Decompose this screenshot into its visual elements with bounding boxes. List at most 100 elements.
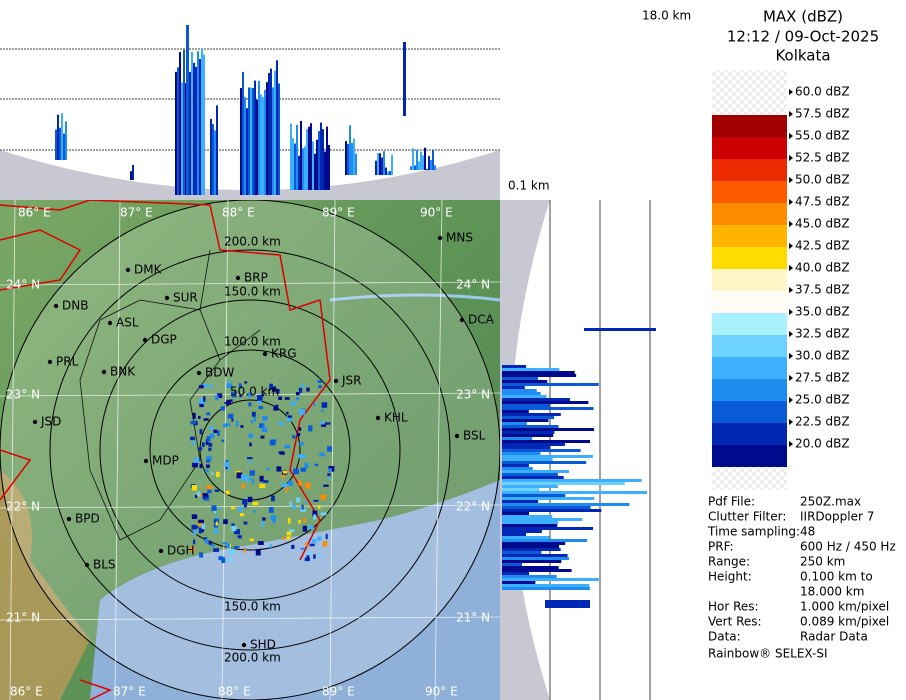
- echo: [387, 171, 389, 175]
- echo: [248, 433, 254, 438]
- echo: [502, 443, 565, 446]
- echo: [502, 416, 555, 419]
- legend-tick: [789, 155, 793, 161]
- echo: [502, 485, 558, 488]
- city-label: BPD: [75, 512, 100, 526]
- echo: [379, 153, 381, 175]
- echo: [271, 495, 275, 502]
- echo: [292, 435, 296, 439]
- echo: [353, 138, 355, 175]
- legend-tick: [789, 111, 793, 117]
- echo: [317, 536, 322, 541]
- echo: [502, 539, 588, 542]
- echo: [502, 581, 536, 584]
- echo: [242, 499, 248, 505]
- echo: [266, 467, 270, 470]
- echo: [192, 441, 196, 446]
- echo: [318, 131, 320, 190]
- city-label: DGH: [167, 544, 195, 558]
- legend-tick: [789, 309, 793, 315]
- echo: [309, 543, 315, 547]
- echo: [181, 82, 183, 195]
- city-dot: [262, 351, 268, 357]
- city-label: KHL: [384, 411, 408, 425]
- echo: [208, 447, 212, 452]
- city-label: BSL: [463, 429, 486, 443]
- longitude-label: 88° E: [222, 206, 255, 220]
- map: [0, 200, 500, 700]
- echo: [502, 410, 529, 413]
- legend-label: 55.0 dBZ: [795, 129, 850, 143]
- echo: [301, 504, 304, 510]
- echo: [213, 548, 220, 552]
- legend-swatch: [712, 335, 787, 357]
- echo: [222, 541, 228, 545]
- echo: [272, 386, 277, 392]
- echo: [220, 406, 225, 411]
- echo: [304, 146, 306, 190]
- echo: [209, 384, 213, 388]
- echo: [325, 533, 328, 540]
- echo: [318, 505, 321, 510]
- echo: [65, 121, 67, 160]
- echo: [214, 508, 217, 514]
- echo: [502, 401, 589, 404]
- legend-tick: [789, 331, 793, 337]
- echo: [432, 150, 434, 170]
- echo: [322, 540, 328, 547]
- echo: [130, 171, 132, 180]
- echo: [61, 113, 63, 160]
- echo: [320, 421, 324, 425]
- echo: [215, 395, 219, 401]
- echo: [287, 415, 292, 418]
- echo: [502, 479, 642, 482]
- echo: [202, 496, 206, 499]
- echo: [257, 398, 262, 404]
- echo: [199, 59, 201, 195]
- echo: [223, 519, 228, 525]
- echo: [295, 392, 300, 396]
- info-value: 1.000 km/pixel: [800, 600, 889, 614]
- echo: [284, 397, 290, 400]
- echo: [206, 464, 210, 468]
- city-dot: [101, 369, 107, 375]
- legend-site: Kolkata: [775, 47, 830, 65]
- echo: [375, 160, 377, 175]
- legend-swatch: [712, 313, 787, 335]
- info-key: Height:: [708, 570, 752, 584]
- footer: Rainbow® SELEX-SI: [708, 647, 828, 661]
- legend-label: 57.5 dBZ: [795, 107, 850, 121]
- longitude-label: 86° E: [10, 685, 43, 699]
- echo: [201, 528, 204, 533]
- longitude-label: 87° E: [113, 685, 146, 699]
- echo: [199, 429, 203, 435]
- echo: [204, 469, 209, 473]
- echo: [313, 554, 316, 559]
- city-dot: [158, 548, 164, 554]
- echo: [259, 475, 264, 482]
- echo: [255, 549, 261, 556]
- echo: [224, 401, 228, 405]
- echo: [199, 463, 203, 469]
- echo: [310, 123, 312, 190]
- echo: [304, 482, 311, 489]
- latitude-label: 21° N: [456, 611, 490, 625]
- echo: [230, 506, 236, 510]
- echo: [222, 424, 227, 428]
- echo: [198, 519, 205, 524]
- echo: [502, 497, 595, 500]
- echo: [213, 429, 218, 433]
- echo: [262, 422, 265, 429]
- echo: [502, 422, 527, 425]
- legend-label: 30.0 dBZ: [795, 349, 850, 363]
- echo: [203, 54, 205, 195]
- city-label: JSD: [40, 415, 61, 429]
- echo: [502, 527, 594, 530]
- echo: [215, 521, 218, 526]
- legend-swatch: [712, 181, 787, 203]
- legend-tick: [789, 243, 793, 249]
- echo: [193, 62, 195, 196]
- echo: [213, 520, 217, 523]
- latitude-label: 22° N: [456, 500, 490, 514]
- echo: [227, 467, 231, 471]
